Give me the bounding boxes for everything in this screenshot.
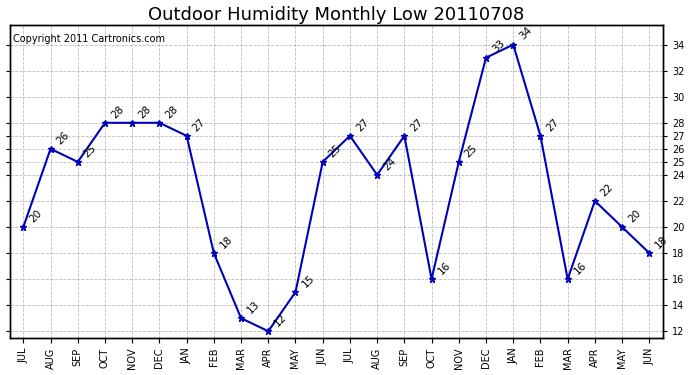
Text: 27: 27 [354,117,371,133]
Text: 16: 16 [572,260,589,276]
Text: 18: 18 [218,234,235,250]
Text: 27: 27 [408,117,425,133]
Text: 25: 25 [327,142,344,159]
Text: Copyright 2011 Cartronics.com: Copyright 2011 Cartronics.com [13,34,165,45]
Text: 27: 27 [544,117,561,133]
Text: 27: 27 [191,117,207,133]
Text: 28: 28 [164,104,180,120]
Text: 13: 13 [245,299,262,315]
Text: 20: 20 [627,208,642,224]
Text: 33: 33 [490,39,506,55]
Text: 16: 16 [436,260,452,276]
Text: 15: 15 [299,273,316,290]
Text: 18: 18 [653,234,670,250]
Text: 25: 25 [463,142,480,159]
Text: 24: 24 [382,156,397,172]
Title: Outdoor Humidity Monthly Low 20110708: Outdoor Humidity Monthly Low 20110708 [148,6,524,24]
Text: 34: 34 [518,26,534,42]
Text: 20: 20 [28,208,44,224]
Text: 12: 12 [273,312,289,328]
Text: 28: 28 [137,104,152,120]
Text: 28: 28 [109,104,126,120]
Text: 22: 22 [599,182,615,198]
Text: 25: 25 [82,142,99,159]
Text: 26: 26 [55,130,71,146]
